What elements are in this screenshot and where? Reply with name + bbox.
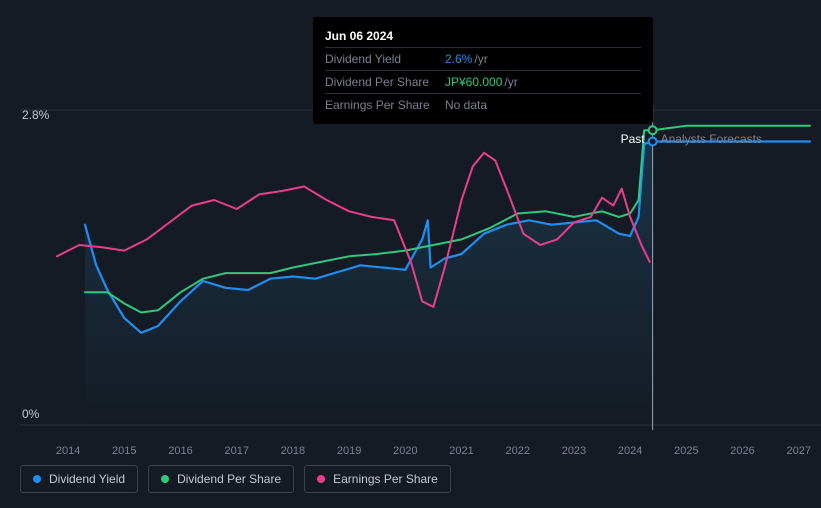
tooltip-row-label: Earnings Per Share bbox=[325, 98, 445, 112]
legend-dot-icon bbox=[317, 475, 325, 483]
chart-legend: Dividend Yield Dividend Per Share Earnings… bbox=[20, 465, 451, 493]
x-tick: 2016 bbox=[168, 445, 192, 457]
legend-dot-icon bbox=[33, 475, 41, 483]
chart-plot[interactable] bbox=[0, 105, 821, 445]
legend-item-dividend-yield[interactable]: Dividend Yield bbox=[20, 465, 138, 493]
x-tick: 2021 bbox=[449, 445, 473, 457]
legend-dot-icon bbox=[161, 475, 169, 483]
forecast-region-label: Analysts Forecasts bbox=[661, 132, 762, 146]
x-tick: 2014 bbox=[56, 445, 80, 457]
x-tick: 2027 bbox=[787, 445, 811, 457]
chart-tooltip: Jun 06 2024 Dividend Yield2.6%/yrDividen… bbox=[313, 17, 653, 124]
dividend-chart: Jun 06 2024 Dividend Yield2.6%/yrDividen… bbox=[0, 0, 821, 508]
x-tick: 2020 bbox=[393, 445, 417, 457]
x-tick: 2024 bbox=[618, 445, 642, 457]
x-tick: 2015 bbox=[112, 445, 136, 457]
legend-label: Dividend Yield bbox=[49, 472, 125, 486]
legend-label: Dividend Per Share bbox=[177, 472, 281, 486]
legend-label: Earnings Per Share bbox=[333, 472, 438, 486]
tooltip-row-label: Dividend Per Share bbox=[325, 75, 445, 89]
x-tick: 2018 bbox=[281, 445, 305, 457]
tooltip-row: Dividend Per ShareJP¥60.000/yr bbox=[325, 70, 641, 93]
tooltip-row-label: Dividend Yield bbox=[325, 52, 445, 66]
x-tick: 2017 bbox=[224, 445, 248, 457]
x-tick: 2026 bbox=[730, 445, 754, 457]
legend-item-dividend-per-share[interactable]: Dividend Per Share bbox=[148, 465, 294, 493]
tooltip-row-suffix: /yr bbox=[504, 75, 517, 89]
tooltip-row-value: 2.6% bbox=[445, 52, 472, 66]
past-region-label: Past bbox=[621, 132, 645, 146]
tooltip-date: Jun 06 2024 bbox=[325, 25, 641, 47]
tooltip-row-suffix: /yr bbox=[474, 52, 487, 66]
legend-item-earnings-per-share[interactable]: Earnings Per Share bbox=[304, 465, 451, 493]
tooltip-row-value: No data bbox=[445, 98, 487, 112]
tooltip-row: Dividend Yield2.6%/yr bbox=[325, 47, 641, 70]
x-axis: 2014 2015 2016 2017 2018 2019 2020 2021 2022 2023… bbox=[0, 445, 821, 465]
tooltip-row-value: JP¥60.000 bbox=[445, 75, 502, 89]
x-tick: 2019 bbox=[337, 445, 361, 457]
x-tick: 2022 bbox=[505, 445, 529, 457]
tooltip-row: Earnings Per ShareNo data bbox=[325, 93, 641, 116]
x-tick: 2025 bbox=[674, 445, 698, 457]
x-tick: 2023 bbox=[562, 445, 586, 457]
